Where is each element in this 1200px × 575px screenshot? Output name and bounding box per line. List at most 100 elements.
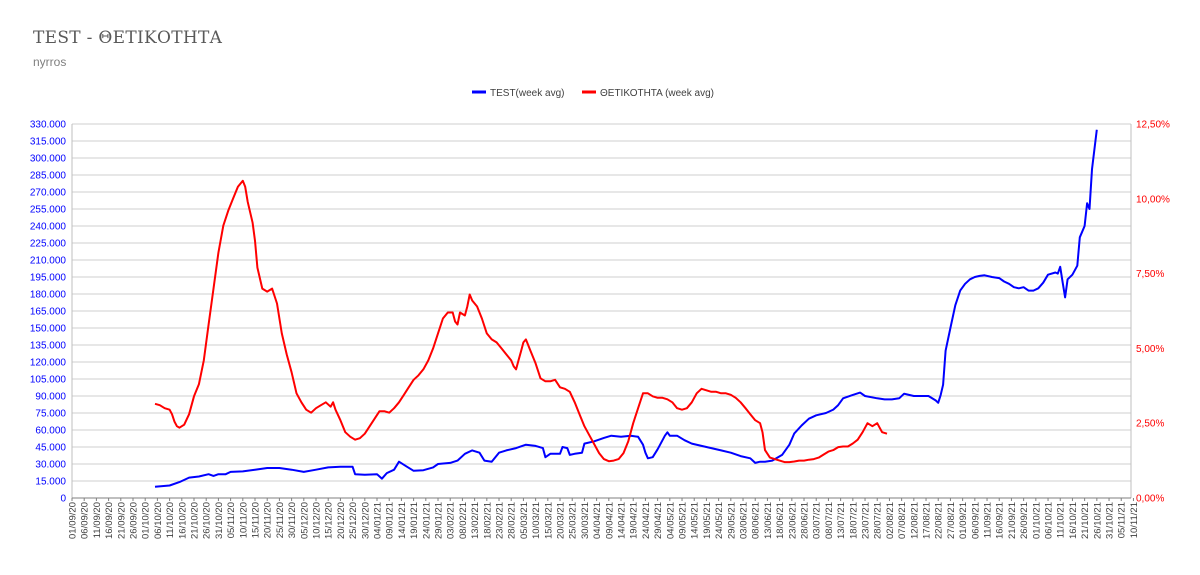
x-tick-label: 13/07/21 (836, 502, 847, 539)
y-left-tick-label: 45.000 (35, 443, 66, 454)
y-axis-left-ticks: 0 15.000 30.000 45.000 60.000 75.000 90.000 105… (30, 120, 67, 505)
x-tick-label: 02/08/21 (885, 502, 896, 539)
x-tick-label: 10/11/21 (1129, 502, 1140, 538)
x-tick-label: 11/10/20 (165, 502, 176, 538)
series-lines (154, 129, 1098, 488)
y-left-tick-label: 150.000 (30, 324, 67, 335)
x-tick-label: 05/12/20 (299, 502, 310, 539)
y-left-tick-label: 315.000 (30, 137, 67, 148)
series-line-positivity (154, 179, 888, 464)
y-left-tick-label: 330.000 (30, 120, 67, 131)
x-tick-label: 25/03/21 (568, 502, 579, 539)
x-axis-ticks: 01/09/20 06/09/20 11/09/20 16/09/20 21/09/20… (68, 498, 1140, 539)
y-left-tick-label: 210.000 (30, 256, 67, 267)
y-right-tick-label: 2,50% (1136, 419, 1164, 430)
chart-title: TEST - ΘΕΤΙΚΟΤΗΤΑ (33, 28, 223, 48)
x-tick-label: 26/09/20 (129, 502, 140, 539)
x-tick-label: 14/01/21 (397, 502, 408, 539)
x-tick-label: 21/10/21 (1080, 502, 1091, 539)
y-left-tick-label: 75.000 (35, 409, 66, 420)
y-left-tick-label: 165.000 (30, 307, 67, 318)
series-line-test (154, 129, 1098, 488)
x-tick-label: 04/04/21 (592, 502, 603, 539)
x-tick-label: 06/10/20 (153, 502, 164, 539)
x-tick-label: 10/12/20 (312, 502, 323, 539)
x-tick-label: 14/05/21 (690, 502, 701, 539)
y-left-tick-label: 225.000 (30, 239, 67, 250)
x-tick-label: 10/03/21 (531, 502, 542, 539)
x-tick-label: 01/10/20 (141, 502, 152, 539)
x-tick-label: 05/11/21 (1117, 502, 1128, 538)
x-tick-label: 26/10/20 (202, 502, 213, 539)
x-tick-label: 07/08/21 (897, 502, 908, 539)
x-tick-label: 26/10/21 (1092, 502, 1103, 539)
x-tick-label: 11/09/21 (983, 502, 994, 538)
x-tick-label: 18/07/21 (848, 502, 859, 539)
x-tick-label: 06/09/21 (970, 502, 981, 539)
x-tick-label: 01/10/21 (1031, 502, 1042, 539)
x-tick-label: 22/08/21 (934, 502, 945, 539)
x-tick-label: 24/04/21 (641, 502, 652, 539)
x-tick-label: 16/10/21 (1068, 502, 1079, 539)
x-tick-label: 21/09/20 (116, 502, 127, 539)
y-left-tick-label: 15.000 (35, 477, 66, 488)
x-tick-label: 24/01/21 (421, 502, 432, 539)
x-tick-label: 19/04/21 (629, 502, 640, 539)
y-right-tick-label: 5,00% (1136, 344, 1164, 355)
y-left-tick-label: 240.000 (30, 222, 67, 233)
x-tick-label: 23/02/21 (495, 502, 506, 539)
y-left-tick-label: 195.000 (30, 273, 67, 284)
x-tick-label: 23/07/21 (861, 502, 872, 539)
legend-label: ΘΕΤΙΚΟΤΗΤΑ (week avg) (600, 88, 714, 99)
x-tick-label: 10/11/20 (238, 502, 249, 538)
x-tick-label: 31/10/21 (1105, 502, 1116, 539)
x-tick-label: 30/11/20 (287, 502, 298, 538)
x-tick-label: 11/09/20 (92, 502, 103, 538)
y-right-tick-label: 12,50% (1136, 120, 1170, 131)
x-tick-label: 30/03/21 (580, 502, 591, 539)
x-tick-label: 08/02/21 (458, 502, 469, 539)
gridlines (72, 123, 1131, 482)
y-left-tick-label: 285.000 (30, 171, 67, 182)
y-left-tick-label: 180.000 (30, 290, 67, 301)
x-tick-label: 14/04/21 (617, 502, 628, 539)
x-tick-label: 26/09/21 (1019, 502, 1030, 539)
y-left-tick-label: 300.000 (30, 154, 67, 165)
x-tick-label: 24/05/21 (714, 502, 725, 539)
x-tick-label: 09/04/21 (604, 502, 615, 539)
y-right-tick-label: 0,00% (1136, 494, 1164, 505)
y-left-tick-label: 255.000 (30, 205, 67, 216)
x-tick-label: 03/06/21 (739, 502, 750, 539)
y-left-tick-label: 120.000 (30, 358, 67, 369)
x-tick-label: 09/05/21 (678, 502, 689, 539)
x-tick-label: 20/12/20 (336, 502, 347, 539)
x-tick-label: 19/01/21 (409, 502, 420, 539)
x-tick-label: 25/12/20 (348, 502, 359, 539)
legend: TEST(week avg) ΘΕΤΙΚΟΤΗΤΑ (week avg) (472, 88, 714, 99)
x-tick-label: 03/02/21 (446, 502, 457, 539)
legend-label: TEST(week avg) (490, 88, 564, 99)
x-tick-label: 19/05/21 (702, 502, 713, 539)
x-tick-label: 18/02/21 (482, 502, 493, 539)
x-tick-label: 17/08/21 (922, 502, 933, 539)
x-tick-label: 04/01/21 (373, 502, 384, 539)
y-right-tick-label: 10,00% (1136, 194, 1170, 205)
x-tick-label: 30/12/20 (360, 502, 371, 539)
y-right-tick-label: 7,50% (1136, 269, 1164, 280)
x-tick-label: 18/06/21 (775, 502, 786, 539)
y-axis-right-ticks: 0,00% 2,50% 5,00% 7,50% 10,00% 12,50% (1136, 120, 1170, 505)
x-tick-label: 20/03/21 (556, 502, 567, 539)
x-tick-label: 13/02/21 (470, 502, 481, 539)
y-left-tick-label: 0 (60, 494, 66, 505)
x-tick-label: 16/09/20 (104, 502, 115, 539)
x-tick-label: 21/10/20 (190, 502, 201, 539)
chart-subtitle: nyrros (33, 55, 67, 69)
x-tick-label: 05/11/20 (226, 502, 237, 538)
x-tick-label: 23/06/21 (787, 502, 798, 539)
x-tick-label: 06/10/21 (1044, 502, 1055, 539)
x-tick-label: 15/11/20 (251, 502, 262, 538)
x-tick-label: 11/10/21 (1056, 502, 1067, 538)
x-tick-label: 27/08/21 (946, 502, 957, 539)
